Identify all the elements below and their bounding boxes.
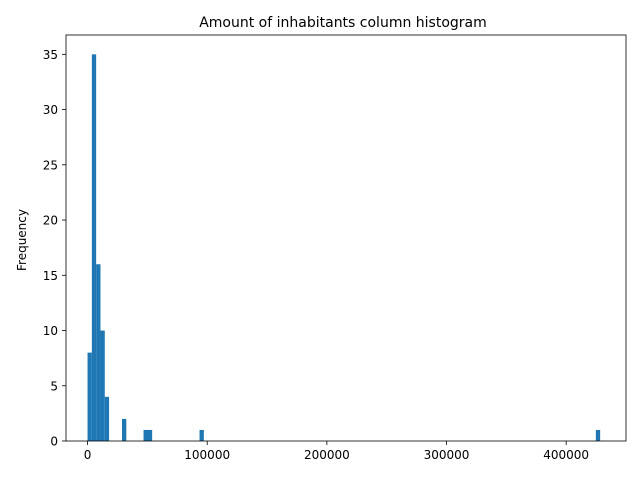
histogram-bar-0 [87, 352, 92, 441]
chart-title: Amount of inhabitants column histogram [199, 15, 487, 31]
histogram-bar-6 [143, 429, 153, 441]
y-tick-label: 30 [43, 103, 58, 117]
x-tick-label: 300000 [424, 448, 470, 462]
x-tick-label: 200000 [304, 448, 350, 462]
y-tick-label: 20 [43, 214, 58, 228]
histogram-bar-1 [91, 54, 97, 441]
y-tick-label: 15 [43, 269, 58, 283]
x-tick-label: 0 [84, 448, 92, 462]
x-axis-ticks: 0 100000 200000 300000 400000 [84, 441, 589, 462]
y-tick-label: 5 [50, 379, 58, 393]
y-axis-ticks: 0 5 10 15 20 25 30 35 [43, 48, 66, 449]
x-tick-label: 400000 [543, 448, 589, 462]
y-tick-label: 0 [50, 435, 58, 449]
histogram-bar-4 [104, 396, 110, 441]
histogram-bar-5 [122, 418, 127, 441]
bars-group [87, 54, 601, 441]
y-tick-label: 10 [43, 324, 58, 338]
x-tick-label: 100000 [184, 448, 230, 462]
y-tick-label: 25 [43, 158, 58, 172]
y-tick-label: 35 [43, 48, 58, 62]
histogram-bar-7 [199, 429, 204, 441]
histogram-bar-8 [595, 429, 601, 441]
histogram-bar-3 [100, 330, 105, 441]
y-axis-label: Frequency [15, 209, 29, 271]
histogram-bar-2 [96, 264, 101, 441]
plot-frame [65, 34, 627, 442]
